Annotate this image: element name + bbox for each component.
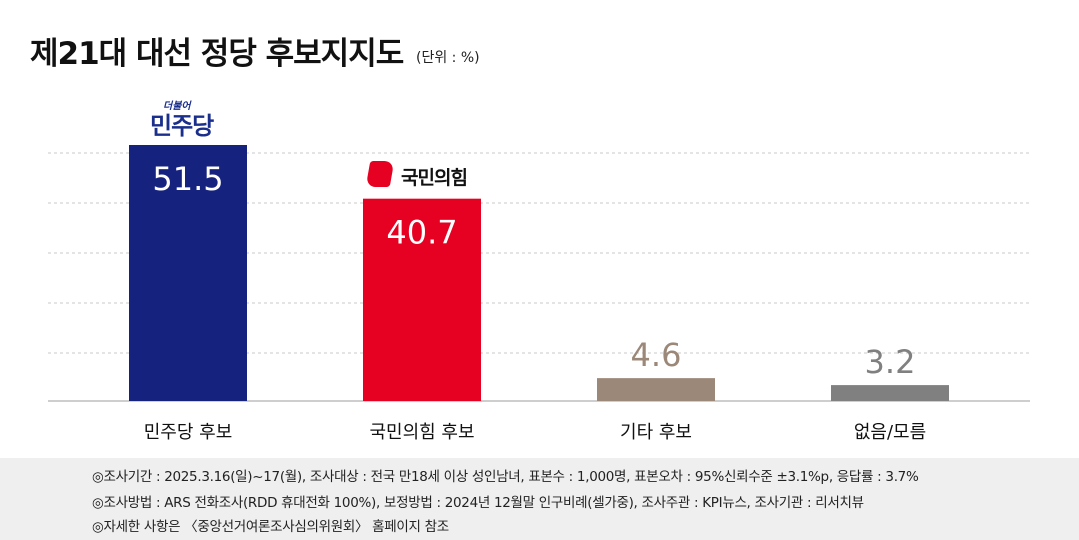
bar-2 [363, 198, 481, 401]
footnote-survey-method: ◎조사방법 : ARS 전화조사(RDD 휴대전화 100%), 보정방법 : … [92, 495, 864, 511]
footnote-reference: ◎자세한 사항은 〈중앙선거여론조사심의위원회〉 홈페이지 참조 [92, 519, 449, 535]
footnote-survey-period: ◎조사기간 : 2025.3.16(일)~17(월), 조사대상 : 전국 만1… [92, 469, 919, 485]
category-label-1: 민주당 후보 [144, 422, 233, 443]
democratic-party-logo: 민주당 [150, 112, 214, 140]
democratic-party-logo-small: 더불어 [163, 101, 191, 112]
bar-4 [831, 385, 949, 401]
bar-chart: 51.5 민주당 후보 40.7 국민의힘 후보 4.6 기타 후보 3.2 없음/모름 [48, 145, 1030, 443]
category-label-2: 국민의힘 후보 [369, 422, 474, 443]
bar-value-label-1: 51.5 [152, 160, 223, 198]
bar-1 [129, 145, 247, 401]
bar-3 [597, 378, 715, 401]
bar-value-label-2: 40.7 [386, 214, 457, 252]
bar-value-label-3: 4.6 [631, 336, 682, 374]
bar-value-label-4: 3.2 [865, 343, 916, 381]
unit-label: (단위 : %) [416, 50, 480, 66]
category-label-4: 없음/모름 [854, 422, 926, 443]
ppp-logo: 국민의힘 [401, 167, 468, 189]
ppp-logo-mark-icon [365, 161, 395, 187]
footnote-area: ◎조사기간 : 2025.3.16(일)~17(월), 조사대상 : 전국 만1… [0, 458, 1079, 540]
category-label-3: 기타 후보 [620, 422, 692, 443]
chart-title: 제21대 대선 정당 후보지지도 [30, 36, 404, 72]
